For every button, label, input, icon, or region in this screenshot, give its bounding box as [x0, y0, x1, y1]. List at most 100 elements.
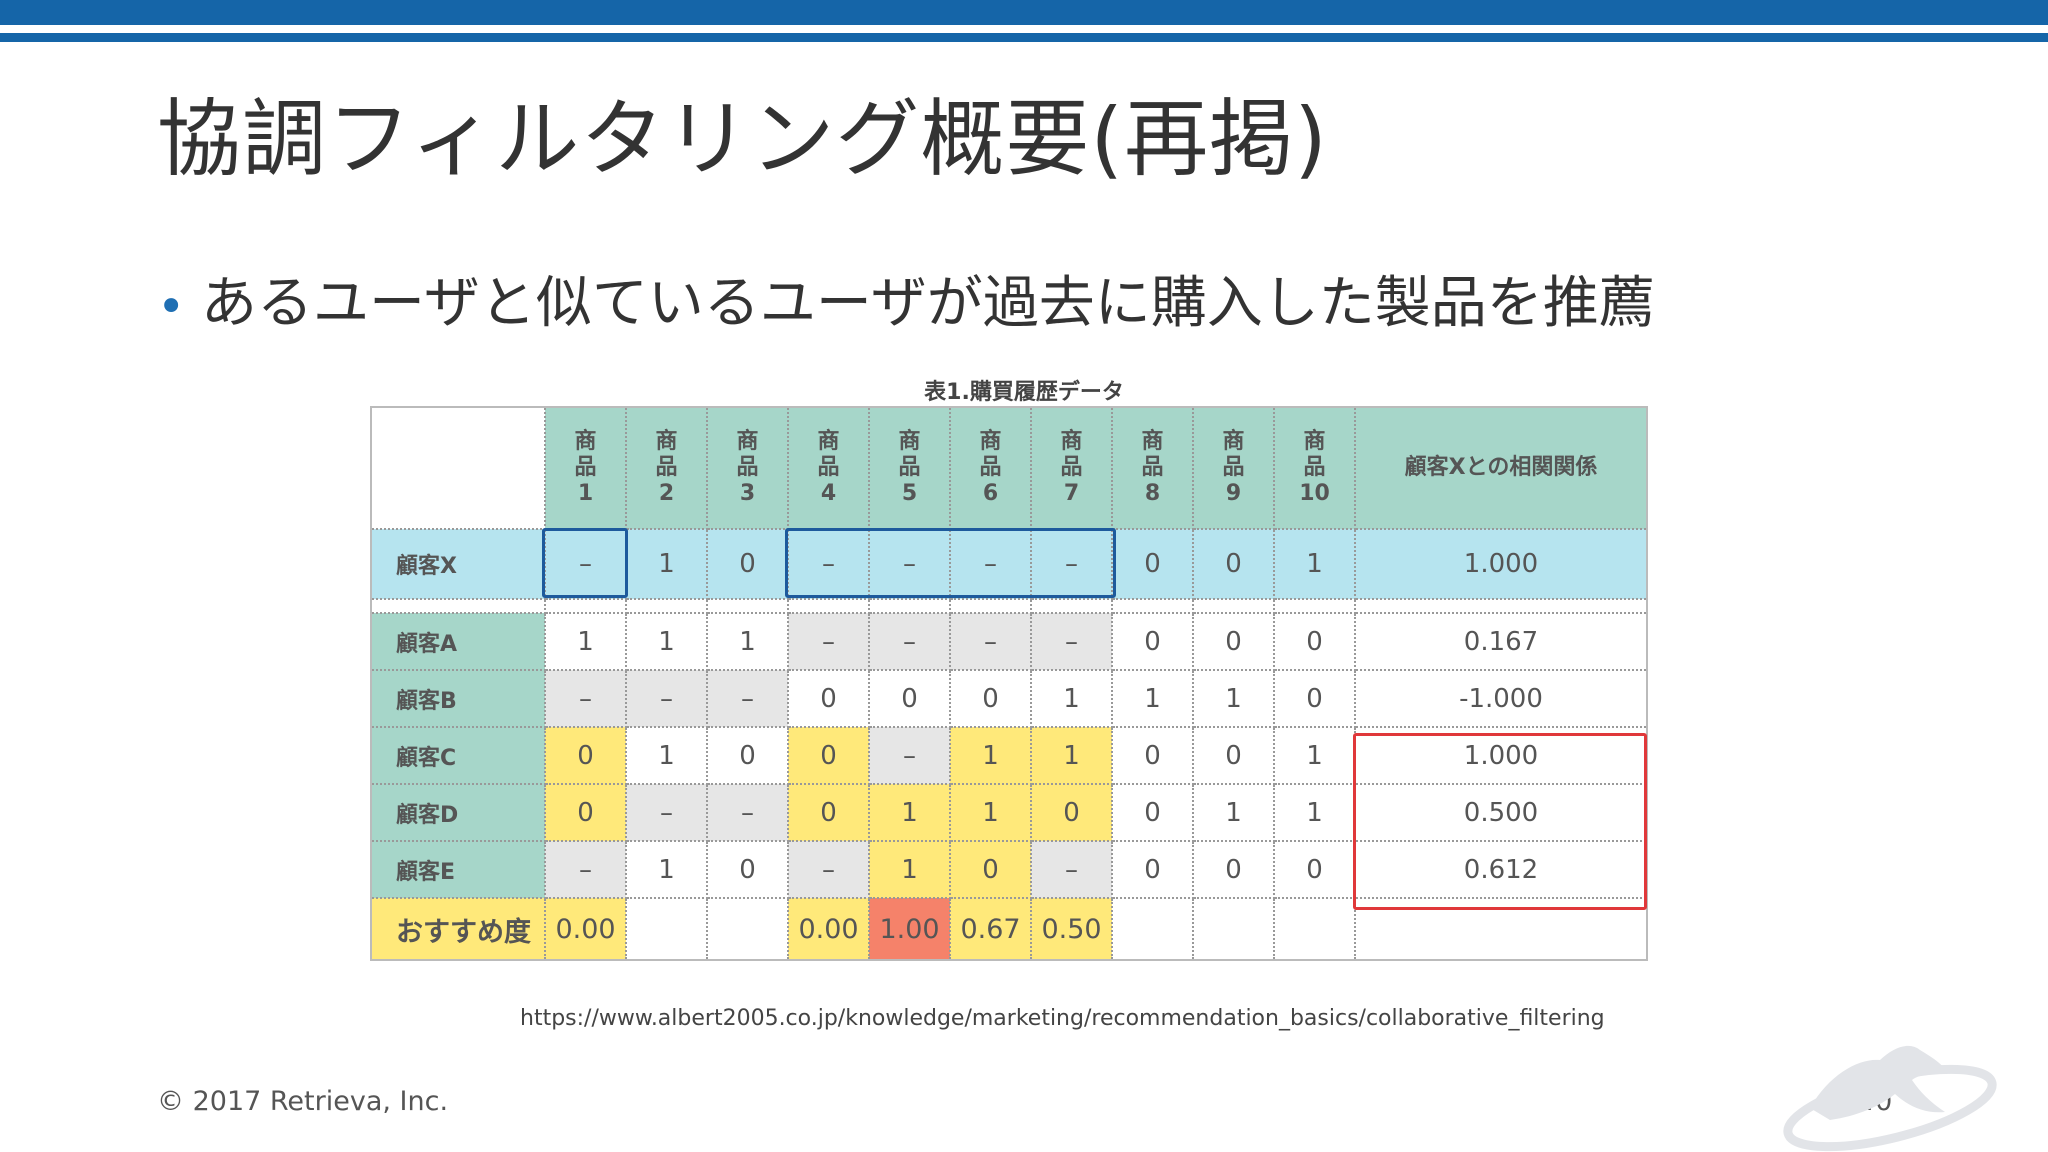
spacer-cell — [545, 599, 627, 614]
table-corner — [371, 407, 546, 530]
table-cell: – — [950, 529, 1032, 600]
table-cell: 1 — [1274, 784, 1356, 842]
table-cell: 0 — [1112, 529, 1194, 600]
spacer-cell — [371, 599, 546, 614]
company-logo-icon — [1783, 1045, 1997, 1152]
correlation-cell: 0.167 — [1355, 613, 1648, 671]
spacer-cell — [1274, 599, 1356, 614]
spacer-cell — [1193, 599, 1275, 614]
table-cell: – — [788, 613, 870, 671]
table-cell: 0 — [1193, 727, 1275, 785]
table-cell: 0 — [1274, 670, 1356, 728]
table-cell: – — [1031, 529, 1113, 600]
table-cell: 1 — [869, 841, 951, 899]
recommendation-cell: 0.67 — [950, 898, 1032, 961]
slide-title: 協調フィルタリング概要(再掲) — [157, 90, 1328, 188]
bullet-icon: • — [157, 278, 186, 335]
table-cell: 1 — [626, 613, 708, 671]
recommendation-cell — [1274, 898, 1356, 961]
spacer-cell — [1031, 599, 1113, 614]
highlight-box-correlated — [1353, 733, 1647, 910]
recommendation-cell: 0.00 — [788, 898, 870, 961]
table-cell: 1 — [1031, 670, 1113, 728]
recommendation-cell — [1193, 898, 1275, 961]
source-link[interactable]: https://www.albert2005.co.jp/knowledge/m… — [520, 1006, 1605, 1031]
recommendation-cell — [707, 898, 789, 961]
correlation-cell: 1.000 — [1355, 529, 1648, 600]
table-cell: 1 — [626, 727, 708, 785]
table-cell: 0 — [545, 784, 627, 842]
header-bar-bottom — [0, 33, 2048, 42]
table-cell: 0 — [1193, 613, 1275, 671]
table-cell: 0 — [869, 670, 951, 728]
customer-label: 顧客E — [371, 841, 546, 899]
customer-label: 顧客B — [371, 670, 546, 728]
table-cell: 0 — [1193, 529, 1275, 600]
table-cell: 1 — [869, 784, 951, 842]
table-cell: 0 — [707, 727, 789, 785]
table-cell: – — [950, 613, 1032, 671]
table-cell: 0 — [788, 784, 870, 842]
spacer-cell — [626, 599, 708, 614]
table-cell: 1 — [545, 613, 627, 671]
table-cell: – — [626, 670, 708, 728]
table-cell: – — [1031, 841, 1113, 899]
spacer-cell — [1112, 599, 1194, 614]
table-cell: 0 — [950, 670, 1032, 728]
table-cell: 1 — [1193, 784, 1275, 842]
table-cell: – — [707, 670, 789, 728]
recommendation-label: おすすめ度 — [371, 898, 546, 961]
customer-label: 顧客A — [371, 613, 546, 671]
table-cell: 1 — [1274, 529, 1356, 600]
table-spacer-row — [371, 599, 1648, 614]
spacer-cell — [869, 599, 951, 614]
table-cell: – — [707, 784, 789, 842]
customer-label: 顧客X — [371, 529, 546, 600]
table-row: 顧客E – 1 0 – 1 0 – 0 0 0 0.612 — [371, 841, 1648, 899]
table-cell: 0 — [1112, 841, 1194, 899]
recommendation-cell: 0.00 — [545, 898, 627, 961]
table-row: 顧客A 1 1 1 – – – – 0 0 0 0.167 — [371, 613, 1648, 671]
table-caption: 表1.購買履歴データ — [924, 380, 1124, 405]
spacer-cell — [788, 599, 870, 614]
customer-label: 顧客D — [371, 784, 546, 842]
correlation-cell: 0.612 — [1355, 841, 1648, 899]
bullet-text: あるユーザと似ているユーザが過去に購入した製品を推薦 — [201, 271, 1655, 336]
table-cell: 0 — [707, 529, 789, 600]
table-cell: 0 — [1274, 613, 1356, 671]
table-row: 顧客D 0 – – 0 1 1 0 0 1 1 0.500 — [371, 784, 1648, 842]
table-cell: 0 — [1112, 727, 1194, 785]
correlation-cell: 1.000 — [1355, 727, 1648, 785]
table-cell: 1 — [626, 841, 708, 899]
table-cell: – — [869, 727, 951, 785]
table-cell: 1 — [1193, 670, 1275, 728]
table-cell: 1 — [950, 784, 1032, 842]
table-cell: – — [626, 784, 708, 842]
recommendation-cell — [626, 898, 708, 961]
table-cell: – — [869, 613, 951, 671]
highlight-box-missing-4-7 — [785, 528, 1116, 598]
highlight-box-missing-1 — [542, 528, 628, 598]
spacer-cell — [950, 599, 1032, 614]
table-cell: 1 — [707, 613, 789, 671]
table-row: 顧客B – – – 0 0 0 1 1 1 0 -1.000 — [371, 670, 1648, 728]
table-row: 顧客C 0 1 0 0 – 1 1 0 0 1 1.000 — [371, 727, 1648, 785]
table-cell: 0 — [1112, 784, 1194, 842]
table-cell: 0 — [1031, 784, 1113, 842]
correlation-cell: 0.500 — [1355, 784, 1648, 842]
table-cell: – — [788, 841, 870, 899]
recommendation-cell — [1112, 898, 1194, 961]
table-cell: 0 — [950, 841, 1032, 899]
table-cell: 0 — [1193, 841, 1275, 899]
spacer-cell — [1355, 599, 1648, 614]
table-cell: 0 — [1274, 841, 1356, 899]
recommendation-cell: 1.00 — [869, 898, 951, 961]
